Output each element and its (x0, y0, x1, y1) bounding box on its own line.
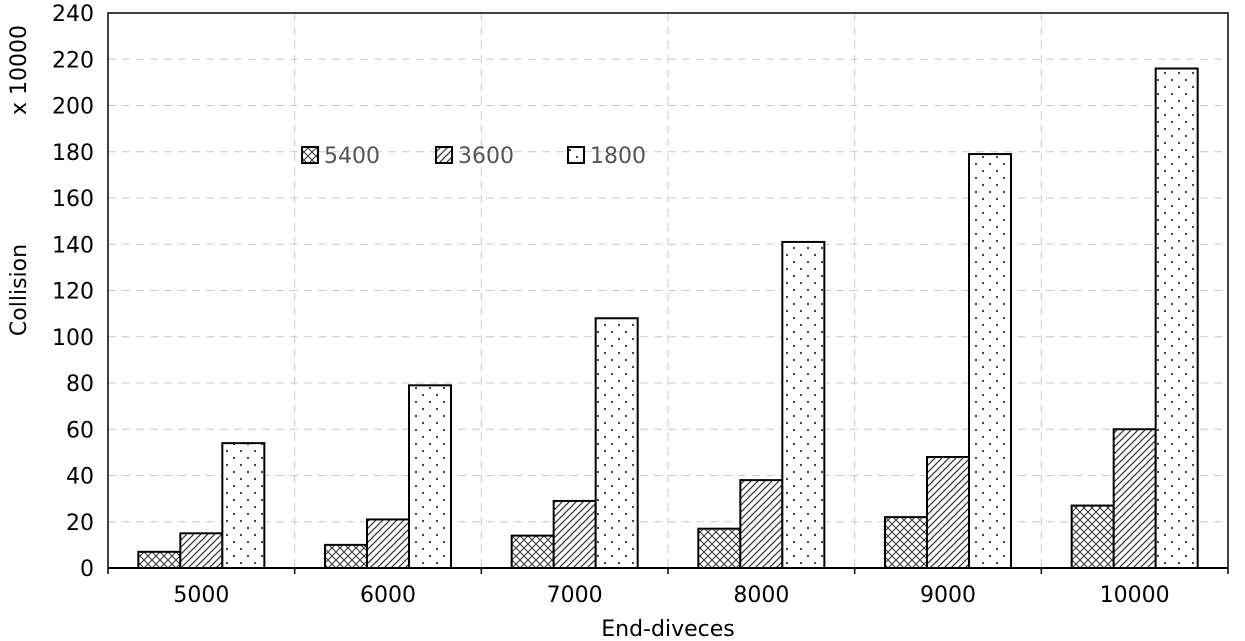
bar-1800-6000 (408, 384, 452, 569)
y-tick-label: 0 (80, 557, 94, 582)
tick-labels: 0 20 40 60 80 100 120 140 160 180 200 220 240 5000 600… (52, 2, 1170, 608)
y-axis-multiplier: x 10000 (7, 25, 32, 115)
x-axis-title: End-diveces (601, 617, 734, 641)
axes (107, 12, 1229, 574)
bar-1800-7000 (594, 317, 639, 569)
y-tick-label: 80 (66, 372, 94, 397)
bar-3600-8000 (739, 479, 784, 569)
x-tick-label: 10000 (1100, 583, 1170, 608)
bar-3600-9000 (926, 456, 970, 569)
y-axis-title: Collision (7, 244, 32, 336)
legend-label-3600: 3600 (458, 144, 514, 169)
bar-5400-6000 (324, 543, 368, 569)
bar-5400-7000 (510, 534, 555, 569)
legend-swatch-1800 (567, 146, 585, 164)
x-tick-label: 8000 (733, 583, 789, 608)
y-tick-label: 140 (52, 233, 94, 258)
bars (137, 67, 1199, 569)
bar-5400-10000 (1070, 504, 1115, 569)
legend-swatch-5400 (301, 146, 319, 164)
bar-1800-10000 (1154, 67, 1199, 569)
bar-3600-6000 (366, 518, 410, 569)
y-tick-label: 240 (52, 2, 94, 27)
legend-swatch-3600 (435, 146, 453, 164)
y-tick-label: 60 (66, 418, 94, 443)
y-tick-label: 220 (52, 48, 94, 73)
bar-1800-9000 (968, 153, 1012, 569)
bar-5400-5000 (137, 550, 182, 569)
bar-3600-5000 (179, 532, 224, 569)
bar-1800-5000 (221, 442, 266, 569)
bar-3600-7000 (552, 499, 597, 569)
legend: 5400 3600 1800 (301, 144, 646, 169)
x-tick-label: 5000 (173, 583, 229, 608)
y-tick-label: 180 (52, 141, 94, 166)
y-tick-label: 120 (52, 280, 94, 305)
bar-5400-8000 (697, 527, 742, 569)
y-tick-label: 20 (66, 511, 94, 536)
legend-label-5400: 5400 (324, 144, 380, 169)
bar-1800-8000 (781, 240, 826, 569)
grid-lines (108, 12, 1228, 568)
y-tick-label: 40 (66, 465, 94, 490)
y-tick-label: 100 (52, 326, 94, 351)
x-tick-label: 6000 (360, 583, 416, 608)
bar-3600-10000 (1112, 428, 1157, 569)
legend-label-1800: 1800 (590, 144, 646, 169)
y-tick-label: 200 (52, 95, 94, 120)
x-tick-label: 7000 (547, 583, 603, 608)
y-tick-label: 160 (52, 187, 94, 212)
x-tick-label: 9000 (920, 583, 976, 608)
bar-5400-9000 (884, 516, 928, 569)
